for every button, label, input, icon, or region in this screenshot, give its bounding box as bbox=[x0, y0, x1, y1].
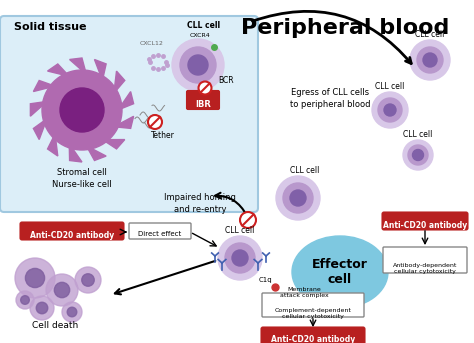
Circle shape bbox=[148, 115, 162, 129]
Polygon shape bbox=[69, 144, 82, 162]
FancyBboxPatch shape bbox=[20, 223, 124, 239]
Circle shape bbox=[283, 183, 313, 213]
Text: C1q: C1q bbox=[258, 277, 272, 283]
Polygon shape bbox=[94, 60, 106, 80]
Circle shape bbox=[276, 176, 320, 220]
Circle shape bbox=[46, 274, 78, 306]
Polygon shape bbox=[86, 146, 106, 161]
Polygon shape bbox=[33, 81, 55, 92]
Circle shape bbox=[60, 88, 104, 132]
Circle shape bbox=[180, 47, 216, 83]
Circle shape bbox=[26, 269, 45, 287]
Circle shape bbox=[417, 47, 443, 73]
FancyBboxPatch shape bbox=[262, 328, 365, 343]
Circle shape bbox=[423, 53, 437, 67]
Circle shape bbox=[412, 150, 423, 161]
Text: CLL cell: CLL cell bbox=[187, 21, 220, 30]
Circle shape bbox=[384, 104, 396, 116]
Polygon shape bbox=[114, 71, 125, 93]
Circle shape bbox=[290, 190, 306, 206]
Text: CLL cell: CLL cell bbox=[225, 226, 255, 235]
Circle shape bbox=[172, 39, 224, 91]
Text: Stromal cell
Nurse-like cell: Stromal cell Nurse-like cell bbox=[52, 168, 112, 189]
Text: Egress of CLL cells
to peripheral blood: Egress of CLL cells to peripheral blood bbox=[290, 88, 370, 109]
Circle shape bbox=[42, 70, 122, 150]
Text: Peripheral blood: Peripheral blood bbox=[241, 18, 449, 38]
Polygon shape bbox=[102, 140, 125, 149]
Polygon shape bbox=[33, 119, 47, 140]
Polygon shape bbox=[114, 116, 134, 128]
Polygon shape bbox=[47, 64, 69, 76]
Polygon shape bbox=[118, 92, 134, 110]
Text: Complement-dependent
cellular cytotoxicity: Complement-dependent cellular cytotoxici… bbox=[274, 308, 351, 319]
Circle shape bbox=[218, 236, 262, 280]
Circle shape bbox=[378, 98, 402, 122]
Polygon shape bbox=[47, 134, 58, 156]
Circle shape bbox=[410, 40, 450, 80]
Circle shape bbox=[55, 282, 70, 298]
Text: CXCL12: CXCL12 bbox=[140, 41, 164, 46]
Ellipse shape bbox=[292, 236, 388, 308]
Circle shape bbox=[372, 92, 408, 128]
FancyBboxPatch shape bbox=[129, 223, 191, 239]
Circle shape bbox=[82, 274, 94, 286]
Circle shape bbox=[232, 250, 248, 266]
Circle shape bbox=[16, 291, 34, 309]
Circle shape bbox=[225, 243, 255, 273]
FancyBboxPatch shape bbox=[0, 16, 258, 212]
FancyBboxPatch shape bbox=[262, 293, 364, 317]
Text: Anti-CD20 antibody: Anti-CD20 antibody bbox=[30, 231, 114, 240]
Text: Impaired homing
and re-entry: Impaired homing and re-entry bbox=[164, 193, 236, 214]
Circle shape bbox=[240, 212, 256, 228]
Text: Solid tissue: Solid tissue bbox=[14, 22, 86, 32]
Circle shape bbox=[188, 55, 208, 75]
FancyBboxPatch shape bbox=[383, 213, 467, 229]
Polygon shape bbox=[70, 58, 86, 74]
Polygon shape bbox=[30, 102, 47, 116]
Circle shape bbox=[21, 296, 29, 304]
Circle shape bbox=[403, 140, 433, 170]
Text: Anti-CD20 antibody: Anti-CD20 antibody bbox=[383, 221, 467, 230]
FancyBboxPatch shape bbox=[383, 247, 467, 273]
Text: CLL cell: CLL cell bbox=[290, 166, 319, 175]
Text: CLL cell: CLL cell bbox=[415, 30, 445, 39]
FancyBboxPatch shape bbox=[186, 91, 219, 109]
Text: Cell death: Cell death bbox=[32, 321, 78, 330]
Text: Antibody-dependent
cellular cytotoxicity: Antibody-dependent cellular cytotoxicity bbox=[393, 263, 457, 274]
Circle shape bbox=[408, 145, 428, 165]
Text: IBR: IBR bbox=[195, 100, 211, 109]
Text: CLL cell: CLL cell bbox=[403, 130, 433, 139]
Circle shape bbox=[15, 258, 55, 298]
Circle shape bbox=[30, 296, 54, 320]
Text: BCR: BCR bbox=[218, 76, 234, 85]
Text: CXCR4: CXCR4 bbox=[190, 33, 210, 38]
Circle shape bbox=[199, 82, 211, 95]
Circle shape bbox=[75, 267, 101, 293]
Text: Membrane
attack complex: Membrane attack complex bbox=[280, 287, 328, 298]
Text: Anti-CD20 antibody: Anti-CD20 antibody bbox=[271, 335, 355, 343]
Circle shape bbox=[62, 302, 82, 322]
Text: Tether: Tether bbox=[151, 131, 175, 140]
Circle shape bbox=[67, 307, 77, 317]
Circle shape bbox=[36, 302, 48, 314]
Text: Direct effect: Direct effect bbox=[138, 231, 182, 237]
Text: Effector
cell: Effector cell bbox=[312, 258, 368, 286]
Text: CLL cell: CLL cell bbox=[375, 82, 405, 91]
